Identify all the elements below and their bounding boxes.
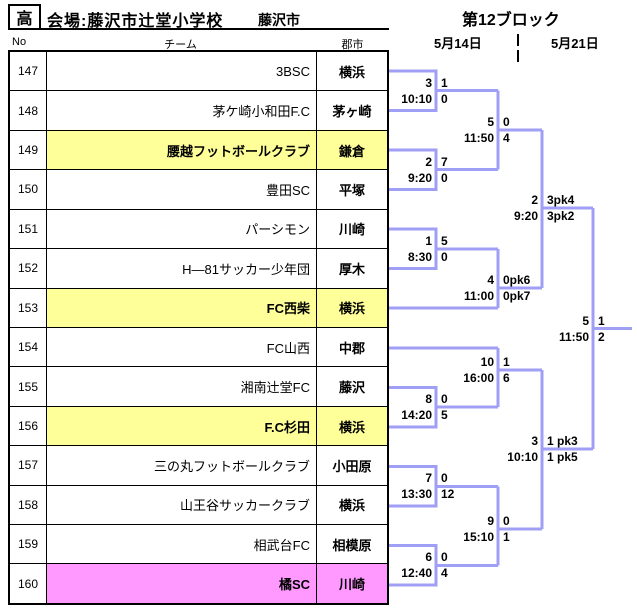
team-city: 横浜	[338, 498, 365, 514]
team-city: 小田原	[332, 458, 372, 474]
team-no: 154	[10, 327, 47, 367]
team-name: 山王谷サッカークラブ	[47, 485, 317, 525]
team-name: F.C杉田	[47, 406, 317, 446]
team-no: 160	[10, 564, 47, 603]
team-row: 156 F.C杉田 横浜	[10, 406, 387, 447]
team-no: 148	[10, 91, 47, 130]
title-underline	[8, 28, 389, 30]
team-row: 149 腰越フットボールクラブ 鎌倉	[10, 130, 387, 171]
team-name: FC山西	[47, 327, 317, 367]
team-name: 橘SC	[47, 564, 317, 603]
team-city: 川崎	[338, 222, 365, 238]
team-no: 150	[10, 170, 47, 209]
team-name: 豊田SC	[47, 170, 317, 209]
team-city: 鎌倉	[317, 130, 387, 170]
date-round2: 5月21日	[551, 36, 599, 51]
team-city: 横浜	[317, 406, 387, 446]
team-name: 3BSC	[47, 52, 317, 91]
team-city: 川崎	[317, 564, 387, 603]
team-no: 159	[10, 525, 47, 564]
team-name: 茅ケ崎小和田F.C	[47, 91, 317, 130]
date-divider-dash	[517, 34, 519, 46]
team-row: 150 豊田SC 平塚	[10, 170, 387, 210]
venue-city: 藤沢市	[258, 12, 300, 28]
team-city: 中郡	[338, 340, 365, 356]
team-row: 159 相武台FC 相模原	[10, 525, 387, 565]
team-no: 151	[10, 209, 47, 249]
team-city: 横浜	[317, 288, 387, 327]
team-row: 148 茅ケ崎小和田F.C 茅ヶ崎	[10, 91, 387, 131]
team-name: 相武台FC	[47, 525, 317, 564]
team-name: H―81サッカー少年団	[47, 249, 317, 288]
team-row: 147 3BSC 横浜	[10, 52, 387, 92]
bracket-lines	[389, 69, 632, 587]
date-round1: 5月14日	[434, 36, 482, 51]
date-divider-dash	[517, 50, 519, 62]
team-name: パーシモン	[47, 209, 317, 249]
team-city: 横浜	[338, 64, 365, 80]
venue-title: 会場:藤沢市辻堂小学校	[47, 13, 224, 30]
team-no: 147	[10, 52, 47, 91]
team-city: 厚木	[338, 261, 365, 277]
team-no: 149	[10, 130, 47, 170]
team-row: 158 山王谷サッカークラブ 横浜	[10, 485, 387, 526]
team-no: 152	[10, 249, 47, 288]
team-row: 154 FC山西 中郡	[10, 327, 387, 368]
column-header-no: No	[12, 36, 27, 48]
team-no: 158	[10, 485, 47, 525]
team-row: 155 湘南辻堂FC 藤沢	[10, 367, 387, 407]
team-no: 157	[10, 446, 47, 485]
team-name: FC西柴	[47, 288, 317, 327]
team-city: 茅ヶ崎	[332, 104, 372, 120]
team-city: 藤沢	[338, 380, 365, 396]
team-row: 152 H―81サッカー少年団 厚木	[10, 249, 387, 289]
team-name: 腰越フットボールクラブ	[47, 130, 317, 170]
team-table: 147 3BSC 横浜 148 茅ケ崎小和田F.C 茅ヶ崎 149 腰越フットボールクラブ 鎌倉…	[8, 50, 389, 605]
team-no: 153	[10, 288, 47, 327]
team-row: 157 三の丸フットボールクラブ 小田原	[10, 446, 387, 486]
team-name: 湘南辻堂FC	[47, 367, 317, 406]
column-header-team: チーム	[164, 39, 197, 51]
team-row: 151 パーシモン 川崎	[10, 209, 387, 250]
team-name: 三の丸フットボールクラブ	[47, 446, 317, 485]
team-city: 相模原	[332, 537, 372, 553]
team-city: 平塚	[338, 182, 365, 198]
block-title: 第12ブロック	[462, 12, 560, 29]
team-no: 156	[10, 406, 47, 446]
column-header-city: 郡市	[341, 39, 364, 51]
team-row: 153 FC西柴 横浜	[10, 288, 387, 328]
team-row: 160 橘SC 川崎	[10, 564, 387, 603]
team-no: 155	[10, 367, 47, 406]
category-badge-label: 高	[16, 11, 33, 28]
